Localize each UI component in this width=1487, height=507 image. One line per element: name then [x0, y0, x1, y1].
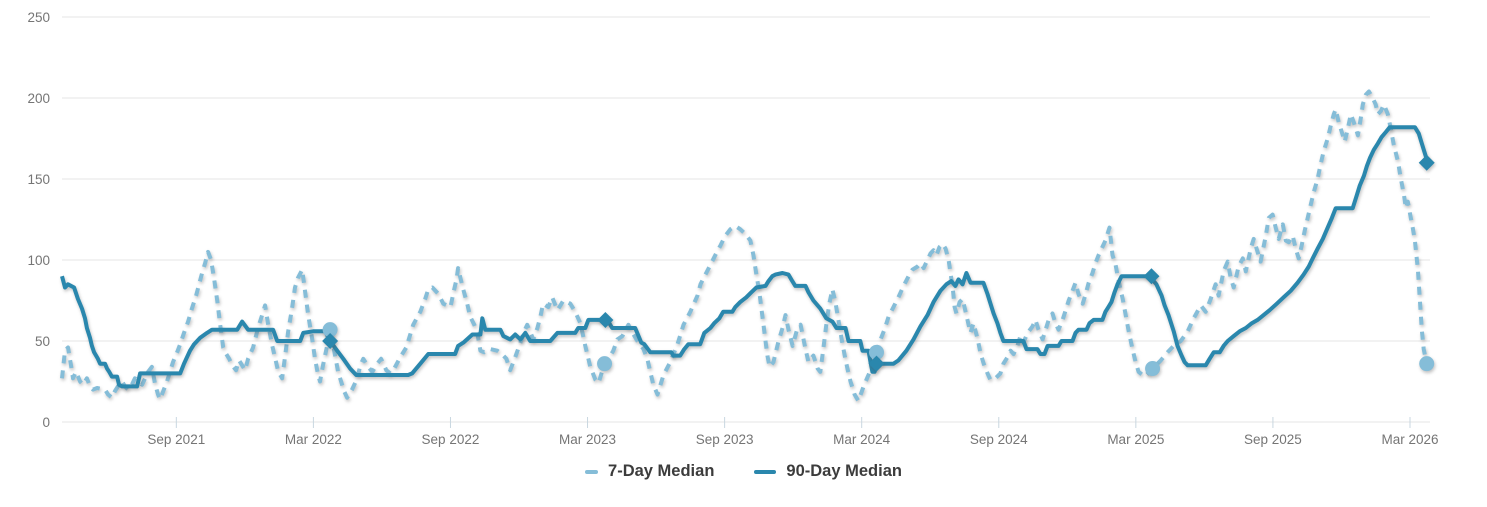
x-axis-tick-label: Mar 2023 — [559, 432, 616, 447]
y-axis-tick-label: 0 — [42, 415, 50, 430]
chart-legend: 7-Day Median 90-Day Median — [0, 462, 1487, 481]
y-axis-tick-label: 250 — [27, 10, 50, 25]
seven-day-marker-circle[interactable] — [1419, 356, 1435, 372]
legend-item-7-day-median[interactable]: 7-Day Median — [585, 462, 714, 481]
seven-day-marker-circle[interactable] — [322, 322, 338, 338]
legend-label-90-day: 90-Day Median — [786, 462, 902, 480]
ninety-day-dash-swatch-icon — [754, 469, 777, 474]
x-axis-tick-label: Sep 2025 — [1244, 432, 1302, 447]
x-axis-tick-label: Mar 2026 — [1381, 432, 1438, 447]
ninety-day-marker-diamond[interactable] — [1143, 268, 1160, 285]
seven-day-marker-circle[interactable] — [597, 356, 613, 372]
y-axis-tick-label: 50 — [35, 334, 50, 349]
seven-day-dash-swatch-icon — [585, 469, 599, 474]
x-axis-tick-label: Mar 2025 — [1107, 432, 1164, 447]
x-axis-tick-label: Sep 2022 — [422, 432, 480, 447]
x-axis-tick-label: Mar 2024 — [833, 432, 891, 447]
ninety-day-marker-diamond[interactable] — [322, 333, 339, 349]
seven-day-marker-circle[interactable] — [868, 344, 884, 360]
ninety-day-marker-diamond[interactable] — [868, 355, 885, 372]
legend-item-90-day-median[interactable]: 90-Day Median — [754, 462, 902, 481]
ninety-day-marker-diamond[interactable] — [1418, 154, 1435, 171]
ninety-day-median-line — [60, 125, 1430, 389]
y-axis-tick-label: 150 — [27, 172, 50, 187]
x-axis-tick-label: Sep 2021 — [147, 432, 205, 447]
x-axis-tick-label: Sep 2023 — [696, 432, 754, 447]
seven-day-median-line — [60, 89, 1429, 403]
x-axis-tick-label: Mar 2022 — [285, 432, 342, 447]
y-axis-tick-label: 100 — [27, 253, 50, 268]
ninety-day-marker-diamond[interactable] — [597, 311, 614, 328]
legend-label-7-day: 7-Day Median — [608, 462, 715, 480]
y-axis-tick-label: 200 — [27, 91, 50, 106]
chart-canvas: 0 50 100 150 200 250 Sep 2021 Mar 2022 Sep 2022 M… — [27, 10, 1438, 447]
x-axis-tick-label: Sep 2024 — [970, 432, 1028, 447]
seven-day-marker-circle[interactable] — [1145, 361, 1161, 377]
